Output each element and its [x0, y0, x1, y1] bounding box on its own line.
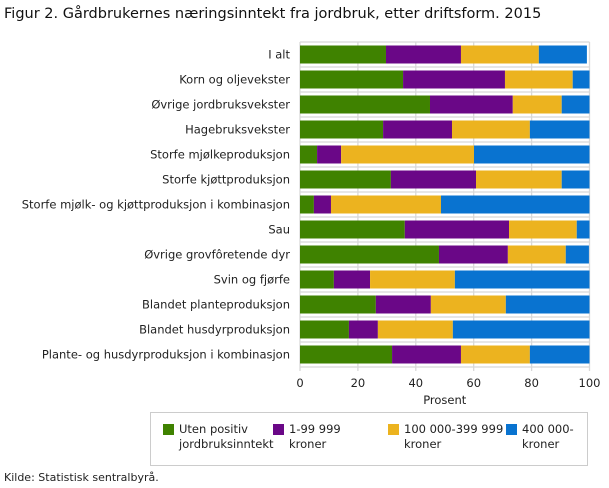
bar-segment	[300, 95, 430, 114]
bar-segment	[370, 270, 455, 289]
legend: Uten positiv jordbruksinntekt 1-99 999 kr…	[150, 412, 588, 466]
bar-segment	[509, 220, 577, 239]
bar-segment	[538, 45, 587, 64]
bar-segment	[438, 245, 508, 264]
bar-segment	[512, 95, 562, 114]
category-label: Sau	[268, 223, 290, 237]
bar-chart: 0 20 40 60 80 100 I alt Korn og oljevekster Øvri…	[22, 41, 601, 407]
bar-segment	[300, 170, 391, 189]
bar-segment	[504, 70, 573, 89]
bar-segment	[561, 170, 590, 189]
category-label: Storfe kjøttproduksjon	[162, 173, 290, 187]
bar-segment	[300, 270, 334, 289]
bar-segment	[313, 195, 331, 214]
legend-item: 400 000- kroner	[506, 422, 574, 452]
bar-segment	[300, 245, 439, 264]
bar-segment	[300, 70, 404, 89]
bar-segment	[561, 95, 590, 114]
source-note: Kilde: Statistisk sentralbyrå.	[4, 471, 159, 484]
bar-segment	[348, 320, 378, 339]
bar-segment	[460, 45, 539, 64]
legend-label: 100 000-399 999 kroner	[404, 422, 504, 451]
x-tick-label: 40	[408, 376, 423, 390]
bar-segment	[300, 120, 384, 139]
bar-segment	[300, 295, 376, 314]
category-label: Svin og fjørfe	[214, 273, 290, 287]
bar-segment	[341, 145, 474, 164]
x-tick-label: 80	[524, 376, 539, 390]
x-axis-label: Prosent	[423, 393, 467, 407]
x-tick-label: 0	[296, 376, 303, 390]
bar-segment	[300, 220, 405, 239]
category-label: Øvrige jordbruksvekster	[151, 98, 290, 112]
bar-segment	[317, 145, 342, 164]
legend-label: 1-99 999 kroner	[289, 422, 341, 451]
bar-segment	[507, 245, 566, 264]
bar-segment	[460, 345, 530, 364]
bar-segment	[451, 120, 530, 139]
bar-segment	[333, 270, 371, 289]
category-label: Storfe mjølkeproduksjon	[150, 148, 290, 162]
bar-segment	[505, 295, 590, 314]
bar-segment	[300, 195, 314, 214]
bar-segment	[454, 270, 590, 289]
legend-swatch	[506, 424, 517, 435]
bar-segment	[383, 120, 452, 139]
bar-segment	[375, 295, 431, 314]
legend-item: 1-99 999 kroner	[273, 422, 341, 452]
category-label: Hagebruksvekster	[185, 123, 290, 137]
bar-segment	[529, 345, 590, 364]
legend-swatch	[163, 424, 174, 435]
bar-segment	[429, 95, 513, 114]
x-tick-label: 100	[579, 376, 601, 390]
bar-segment	[565, 245, 589, 264]
legend-swatch	[388, 424, 399, 435]
bar-segment	[452, 320, 590, 339]
bar-segment	[385, 45, 461, 64]
bar-segment	[300, 345, 393, 364]
bar-segment	[300, 145, 318, 164]
bar-segment	[404, 220, 510, 239]
bar-segment	[440, 195, 590, 214]
x-tick-label: 20	[351, 376, 366, 390]
chart-title: Figur 2. Gårdbrukernes næringsinntekt fr…	[4, 6, 542, 22]
category-label: Storfe mjølk- og kjøttproduksjon i kombi…	[22, 198, 290, 212]
x-tick-label: 60	[466, 376, 481, 390]
bar-segment	[330, 195, 441, 214]
bar-segment	[403, 70, 505, 89]
bar-segment	[576, 220, 590, 239]
bar-segment	[430, 295, 506, 314]
legend-swatch	[273, 424, 284, 435]
category-label: Blandet planteproduksjon	[142, 298, 290, 312]
category-label: Øvrige grovfôretende dyr	[144, 248, 290, 262]
legend-label: 400 000- kroner	[522, 422, 574, 451]
bar-segment	[390, 170, 477, 189]
bar-segment	[392, 345, 461, 364]
bar-segment	[377, 320, 453, 339]
legend-label: Uten positiv jordbruksinntekt	[179, 422, 274, 451]
category-label: Plante- og husdyrproduksjon i kombinasjo…	[42, 348, 290, 362]
legend-item: Uten positiv jordbruksinntekt	[163, 422, 274, 452]
bar-segment	[572, 70, 590, 89]
legend-item: 100 000-399 999 kroner	[388, 422, 503, 452]
category-label: I alt	[268, 48, 290, 62]
bar-segment	[476, 170, 562, 189]
bar-segment	[300, 45, 386, 64]
bar-segment	[300, 320, 349, 339]
bar-segment	[473, 145, 590, 164]
category-label: Blandet husdyrproduksjon	[139, 323, 290, 337]
bar-segment	[529, 120, 590, 139]
category-label: Korn og oljevekster	[179, 73, 290, 87]
